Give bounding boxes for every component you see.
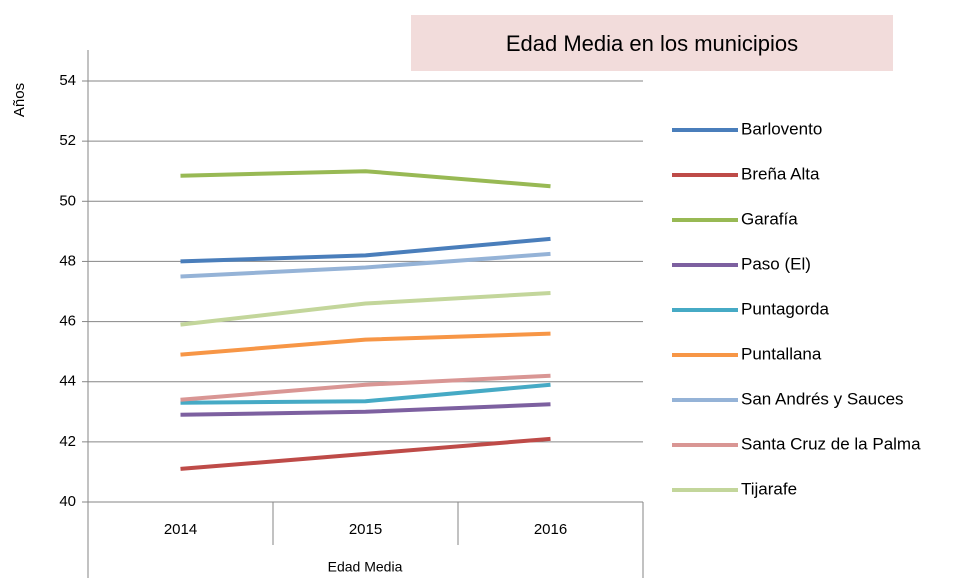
legend-label: Paso (El) xyxy=(741,254,811,273)
y-tick-label: 44 xyxy=(59,373,76,390)
y-tick-label: 54 xyxy=(59,72,76,89)
legend-label: Puntallana xyxy=(741,344,822,363)
legend-label: Garafía xyxy=(741,209,798,228)
title-box xyxy=(411,15,893,71)
series-line xyxy=(180,169,551,189)
y-tick-label: 40 xyxy=(59,493,76,510)
y-tick-label: 50 xyxy=(59,192,76,209)
series-line xyxy=(180,436,551,471)
series-line xyxy=(180,402,551,417)
series-line xyxy=(180,331,551,357)
y-tick-label: 42 xyxy=(59,433,76,450)
y-axis-label: Años xyxy=(11,83,28,117)
legend-label: Barlovento xyxy=(741,119,822,138)
series-line xyxy=(180,236,551,264)
series-line xyxy=(180,291,551,327)
chart-title: Edad Media en los municipios xyxy=(506,31,798,56)
x-tick-label: 2014 xyxy=(164,521,197,538)
y-tick-label: 48 xyxy=(59,252,76,269)
legend-label: San Andrés y Sauces xyxy=(741,389,904,408)
x-tick-label: 2016 xyxy=(534,521,567,538)
y-tick-label: 52 xyxy=(59,132,76,149)
x-tick-label: 2015 xyxy=(349,521,382,538)
x-axis-label: Edad Media xyxy=(328,559,403,575)
series-line xyxy=(180,382,551,405)
y-tick-label: 46 xyxy=(59,313,76,330)
series-line xyxy=(180,373,551,402)
legend-label: Santa Cruz de la Palma xyxy=(741,434,921,453)
series-line xyxy=(180,251,551,279)
legend-label: Puntagorda xyxy=(741,299,829,318)
legend-label: Breña Alta xyxy=(741,164,820,183)
legend-label: Tijarafe xyxy=(741,479,797,498)
